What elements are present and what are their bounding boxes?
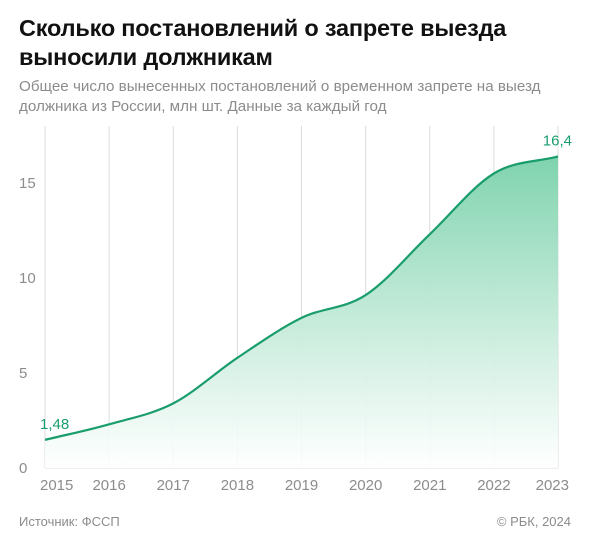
x-tick-2020: 2020 <box>349 477 382 494</box>
x-tick-2017: 2017 <box>157 477 190 494</box>
chart-subtitle: Общее число вынесенных постановлений о в… <box>19 78 541 115</box>
x-tick-2019: 2019 <box>285 477 318 494</box>
area-fill <box>45 156 558 468</box>
x-tick-2023: 2023 <box>536 477 569 494</box>
x-tick-2021: 2021 <box>413 477 446 494</box>
chart-title: Сколько постановлений о запрете выезда в… <box>19 15 507 70</box>
series-line <box>44 155 559 441</box>
x-tick-2022: 2022 <box>477 477 510 494</box>
data-label-2023: 16,4 <box>543 132 572 149</box>
data-label-2015: 1,48 <box>40 416 69 433</box>
y-tick-0: 0 <box>19 460 27 477</box>
y-tick-15: 15 <box>19 175 36 192</box>
copyright-note: © РБК, 2024 <box>496 514 571 529</box>
y-tick-10: 10 <box>19 270 36 287</box>
x-tick-2016: 2016 <box>92 477 125 494</box>
data-labels: 1,48 16,4 <box>40 132 572 432</box>
y-tick-5: 5 <box>19 365 27 382</box>
x-tick-2015: 2015 <box>40 477 73 494</box>
source-note: Источник: ФССП <box>19 514 120 529</box>
x-tick-2018: 2018 <box>221 477 254 494</box>
x-axis-ticks: 2015 2016 2017 2018 2019 2020 2021 2022 2023 <box>40 477 569 494</box>
y-axis-ticks: 0 5 10 15 <box>19 175 36 477</box>
